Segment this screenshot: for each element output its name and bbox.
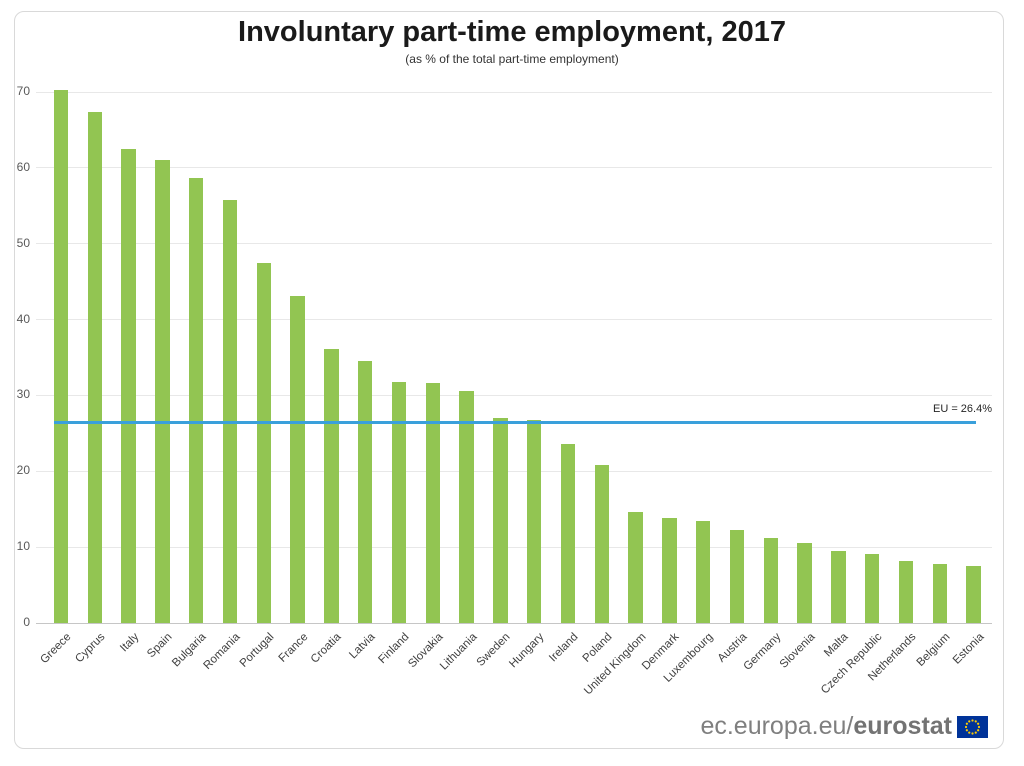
- gridline: [36, 470, 992, 472]
- logo-url-bold: eurostat: [853, 712, 952, 740]
- logo-url-regular: ec.europa.eu/: [700, 712, 854, 740]
- bar: [425, 383, 441, 623]
- eu-reference-line: [54, 421, 976, 425]
- chart-title: Involuntary part-time employment, 2017: [238, 16, 786, 48]
- y-tick-label: 50: [16, 235, 30, 250]
- bar: [594, 465, 610, 623]
- x-axis-line: [36, 622, 992, 624]
- bar: [729, 529, 745, 623]
- gridline: [36, 394, 992, 396]
- bar: [493, 418, 508, 623]
- bar: [290, 296, 305, 623]
- bar: [560, 443, 576, 623]
- gridline: [36, 91, 992, 93]
- bar: [831, 550, 846, 623]
- y-tick-label: 30: [16, 387, 30, 402]
- bar: [87, 111, 103, 623]
- gridline: [36, 243, 992, 245]
- gridline: [36, 167, 992, 169]
- bar: [966, 566, 981, 623]
- y-tick-label: 40: [16, 311, 30, 326]
- bar: [797, 542, 812, 623]
- bar: [155, 159, 170, 623]
- bar: [391, 381, 407, 623]
- bar: [526, 420, 542, 623]
- eu-flag-icon: [957, 715, 988, 738]
- gridline: [36, 546, 992, 548]
- bar: [898, 560, 914, 623]
- bar: [121, 148, 136, 623]
- gridline: [36, 319, 992, 321]
- bar: [324, 349, 339, 623]
- bar: [459, 390, 474, 623]
- bar: [763, 538, 779, 623]
- y-tick-label: 60: [16, 159, 30, 174]
- eurostat-logo: ec.europa.eu/eurostat: [700, 712, 988, 741]
- bar: [932, 563, 948, 623]
- chart-frame: [14, 11, 1004, 749]
- bar: [662, 517, 677, 623]
- y-tick-label: 0: [23, 615, 30, 629]
- bar: [695, 521, 711, 623]
- y-tick-label: 70: [16, 84, 30, 98]
- bar: [864, 553, 880, 623]
- bar: [222, 199, 238, 623]
- y-tick-label: 20: [16, 463, 30, 478]
- y-tick-label: 10: [16, 539, 30, 554]
- chart-subtitle: (as % of the total part-time employment): [405, 52, 619, 66]
- bar: [188, 177, 204, 623]
- bar: [256, 262, 272, 623]
- bar: [357, 360, 373, 623]
- bar: [628, 512, 643, 623]
- eu-reference-label: EU = 26.4%: [932, 403, 992, 415]
- bar: [53, 90, 69, 623]
